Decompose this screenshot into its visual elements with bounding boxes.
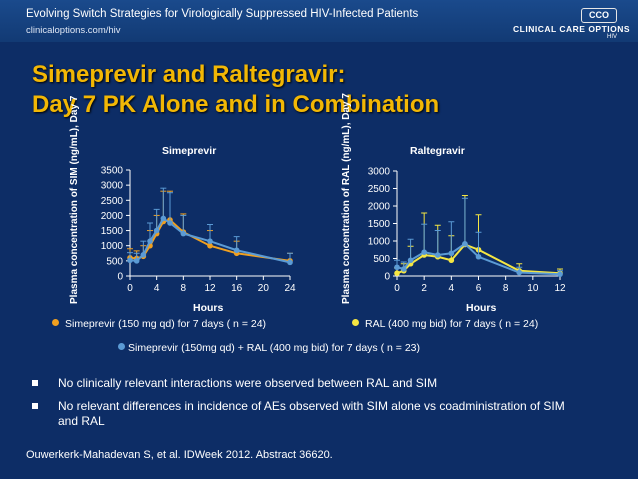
x-tick-label: 24 bbox=[284, 283, 296, 294]
header-bar: Evolving Switch Strategies for Virologic… bbox=[0, 0, 638, 42]
logo-text: CLINICAL CARE OPTIONS bbox=[513, 24, 631, 34]
bullet-item: No relevant differences in incidence of … bbox=[28, 399, 588, 429]
legend-raltegravir: RAL (400 mg bid) for 7 days ( n = 24) bbox=[352, 318, 538, 330]
data-point bbox=[147, 238, 153, 244]
x-tick-label: 16 bbox=[231, 283, 243, 294]
y-tick-label: 1000 bbox=[101, 241, 124, 252]
y-tick-label: 500 bbox=[106, 256, 123, 267]
y-tick-label: 3500 bbox=[101, 166, 124, 177]
data-point bbox=[434, 252, 441, 258]
series-line bbox=[396, 243, 561, 275]
legend-combination-label: Simeprevir (150mg qd) + RAL (400 mg bid)… bbox=[128, 342, 420, 354]
data-point bbox=[180, 230, 187, 237]
bullet-square-icon bbox=[32, 403, 38, 409]
legend-combination: Simeprevir (150mg qd) + RAL (400 mg bid)… bbox=[118, 342, 420, 354]
data-point bbox=[394, 264, 400, 271]
data-point bbox=[462, 241, 468, 247]
legend-simeprevir-label: Simeprevir (150 mg qd) for 7 days ( n = … bbox=[65, 318, 267, 330]
y-tick-label: 3000 bbox=[368, 167, 391, 178]
header-url[interactable]: clinicaloptions.com/hiv bbox=[26, 25, 121, 36]
bullet-text: No relevant differences in incidence of … bbox=[58, 399, 565, 428]
data-point bbox=[287, 259, 293, 266]
x-tick-label: 12 bbox=[554, 283, 566, 294]
data-point bbox=[160, 215, 167, 222]
bullet-text: No clinically relevant interactions were… bbox=[58, 376, 438, 390]
x-axis-label-simeprevir: Hours bbox=[193, 302, 224, 314]
slide-title-line2: Day 7 PK Alone and in Combination bbox=[32, 91, 440, 118]
data-point bbox=[153, 227, 160, 234]
x-tick-label: 10 bbox=[527, 283, 539, 294]
logo-sub: HIV bbox=[606, 34, 617, 40]
citation: Ouwerkerk-Mahadevan S, et al. IDWeek 201… bbox=[26, 449, 333, 461]
y-tick-label: 2500 bbox=[101, 196, 124, 207]
data-point bbox=[394, 270, 400, 277]
y-tick-label: 1500 bbox=[368, 219, 391, 230]
data-point bbox=[400, 266, 407, 272]
data-point bbox=[167, 220, 173, 226]
cco-logo: CCO CLINICAL CARE OPTIONS HIV bbox=[513, 8, 630, 40]
data-point bbox=[140, 252, 147, 258]
data-point bbox=[448, 257, 455, 264]
bullet-item: No clinically relevant interactions were… bbox=[28, 376, 588, 391]
data-point bbox=[133, 258, 140, 264]
legend-dot-yellow bbox=[352, 319, 359, 326]
bullet-list: No clinically relevant interactions were… bbox=[28, 376, 588, 437]
y-tick-label: 2500 bbox=[368, 184, 391, 195]
chart-title-raltegravir: Raltegravir bbox=[410, 145, 465, 157]
y-tick-label: 2000 bbox=[101, 211, 124, 222]
y-tick-label: 2000 bbox=[368, 202, 391, 213]
x-tick-label: 0 bbox=[127, 283, 133, 294]
data-point bbox=[207, 238, 213, 244]
x-tick-label: 8 bbox=[503, 283, 509, 294]
data-point bbox=[233, 247, 240, 254]
y-tick-label: 1500 bbox=[101, 226, 124, 237]
slide-title: Simeprevir and Raltegravir: Day 7 PK Alo… bbox=[32, 60, 439, 120]
data-point bbox=[475, 253, 482, 260]
data-point bbox=[407, 257, 414, 264]
series-line bbox=[396, 242, 561, 276]
data-point bbox=[516, 269, 523, 276]
x-tick-label: 20 bbox=[258, 283, 270, 294]
data-point bbox=[557, 271, 563, 278]
y-tick-label: 0 bbox=[384, 272, 390, 283]
x-tick-label: 2 bbox=[421, 283, 427, 294]
x-tick-label: 8 bbox=[181, 283, 187, 294]
y-tick-label: 3000 bbox=[101, 181, 124, 192]
data-point bbox=[127, 257, 133, 264]
slide-title-line1: Simeprevir and Raltegravir: bbox=[32, 61, 346, 88]
x-tick-label: 6 bbox=[476, 283, 482, 294]
x-tick-label: 4 bbox=[154, 283, 160, 294]
header-title: Evolving Switch Strategies for Virologic… bbox=[26, 8, 419, 20]
bullet-square-icon bbox=[32, 380, 38, 386]
data-point bbox=[421, 249, 427, 255]
x-axis-label-raltegravir: Hours bbox=[466, 302, 497, 314]
legend-simeprevir: Simeprevir (150 mg qd) for 7 days ( n = … bbox=[52, 318, 266, 330]
data-point bbox=[207, 242, 213, 249]
legend-dot-orange bbox=[52, 319, 59, 326]
chart-title-simeprevir: Simeprevir bbox=[162, 145, 217, 157]
y-tick-label: 0 bbox=[117, 272, 123, 283]
legend-raltegravir-label: RAL (400 mg bid) for 7 days ( n = 24) bbox=[365, 318, 539, 330]
x-tick-label: 4 bbox=[449, 283, 455, 294]
y-tick-label: 1000 bbox=[368, 237, 391, 248]
data-point bbox=[448, 250, 455, 257]
legend-dot-blue bbox=[118, 343, 125, 350]
x-tick-label: 0 bbox=[394, 283, 400, 294]
x-tick-label: 12 bbox=[204, 283, 216, 294]
logo-box: CCO bbox=[581, 8, 617, 23]
y-tick-label: 500 bbox=[373, 254, 390, 265]
